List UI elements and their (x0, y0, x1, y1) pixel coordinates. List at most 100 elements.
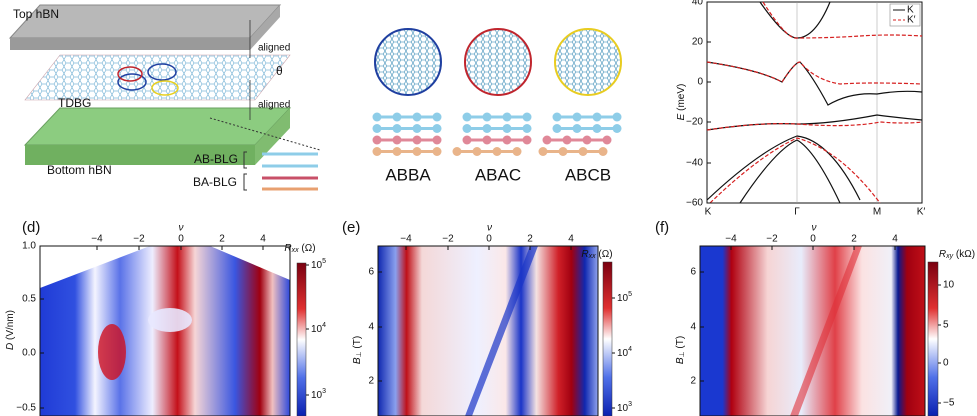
x-tick-label: Γ (794, 207, 800, 218)
atom (502, 135, 512, 145)
atom (372, 135, 382, 145)
atom (452, 147, 462, 156)
colorbar-tick-label: 105 (617, 291, 632, 304)
y-tick-label: −0.5 (16, 403, 36, 414)
y-tick-label: −40 (686, 158, 703, 169)
axis-label: ν (812, 223, 817, 234)
atom (598, 147, 608, 156)
atom (522, 112, 532, 122)
x-tick-label: 4 (568, 234, 574, 245)
atom (572, 112, 582, 122)
panel-label: (e) (342, 219, 360, 236)
x-tick-label: −2 (442, 234, 454, 245)
stacking-label: ABBA (385, 165, 431, 184)
atom (602, 135, 612, 145)
y-tick-label: 0.5 (22, 294, 36, 305)
panel-a: Top hBN aligned θ TDBG aligned Bottom hB… (8, 4, 321, 191)
atom (372, 124, 382, 133)
label: aligned (258, 100, 290, 111)
atom (412, 124, 422, 133)
x-tick-label: K′ (917, 207, 926, 218)
atom (562, 135, 572, 145)
atom (552, 124, 562, 133)
atom (462, 112, 472, 122)
x-tick-label: 0 (810, 234, 816, 245)
y-tick-label: −60 (686, 198, 703, 209)
atom (502, 124, 512, 133)
x-tick-label: 2 (527, 234, 533, 245)
y-tick-label: 40 (692, 0, 704, 8)
label: aligned (258, 43, 290, 54)
x-tick-label: 0 (178, 234, 184, 245)
panel-e (377, 245, 613, 416)
atom (592, 112, 602, 122)
atom (432, 135, 442, 145)
stacking-circle (374, 28, 442, 96)
atom (412, 135, 422, 145)
stacking-circle (554, 28, 622, 96)
x-tick-label: −4 (400, 234, 412, 245)
panel-label: (f) (655, 219, 669, 236)
axis-label: ν (179, 223, 184, 234)
atom (482, 112, 492, 122)
x-tick-label: K (705, 207, 712, 218)
atom (522, 135, 532, 145)
panel-d (39, 245, 307, 416)
atom (372, 147, 382, 156)
atom (432, 124, 442, 133)
colorbar-tick-label: 5 (943, 320, 949, 331)
y-tick-label: 6 (368, 267, 374, 278)
panel-c: K K′ E (meV) (676, 1, 923, 204)
label: AB-BLG (194, 152, 238, 166)
atom (392, 135, 402, 145)
atom (372, 112, 382, 122)
atom (538, 147, 548, 156)
stacking-circle (464, 28, 532, 96)
y-label: B⊥ (T) (352, 336, 363, 364)
atom (462, 135, 472, 145)
atom (472, 147, 482, 156)
y-label: E (meV) (676, 84, 687, 121)
colorbar-tick-label: 104 (311, 322, 326, 335)
atom (392, 112, 402, 122)
y-label: B⊥ (T) (675, 336, 686, 364)
atom (432, 112, 442, 122)
atom (578, 147, 588, 156)
x-tick-label: −2 (766, 234, 778, 245)
atom (558, 147, 568, 156)
atom (552, 112, 562, 122)
y-tick-label: 0 (697, 77, 703, 88)
stacking-label: ABAC (475, 165, 521, 184)
atom (432, 147, 442, 156)
atom (482, 124, 492, 133)
atom (412, 147, 422, 156)
atom (412, 112, 422, 122)
x-tick-label: 4 (892, 234, 898, 245)
colorbar-tick-label: −5 (943, 398, 955, 409)
atom (592, 124, 602, 133)
atom (522, 124, 532, 133)
x-tick-label: −4 (725, 234, 737, 245)
stacking-label: ABCB (565, 165, 611, 184)
y-tick-label: 20 (692, 37, 704, 48)
axis-label: ν (487, 223, 492, 234)
atom (492, 147, 502, 156)
panel-label: (d) (22, 219, 40, 236)
colorbar-tick-label: 104 (617, 346, 632, 359)
atom (612, 124, 622, 133)
colorbar-label: Rxx (Ω) (581, 249, 612, 260)
x-tick-label: 0 (486, 234, 492, 245)
atom (582, 135, 592, 145)
y-tick-label: 2 (368, 376, 374, 387)
colorbar-tick-label: 103 (311, 388, 326, 401)
x-tick-label: −4 (91, 234, 103, 245)
colorbar-label: Rxy (kΩ) (939, 249, 975, 260)
label: TDBG (58, 96, 91, 110)
panel-f (699, 245, 939, 416)
y-tick-label: 4 (690, 322, 696, 333)
label: BA-BLG (193, 175, 237, 189)
y-tick-label: 1.0 (22, 241, 36, 252)
y-tick-label: 6 (690, 267, 696, 278)
colorbar-tick-label: 103 (617, 401, 632, 414)
colorbar-label: Rxx (Ω) (284, 243, 315, 254)
